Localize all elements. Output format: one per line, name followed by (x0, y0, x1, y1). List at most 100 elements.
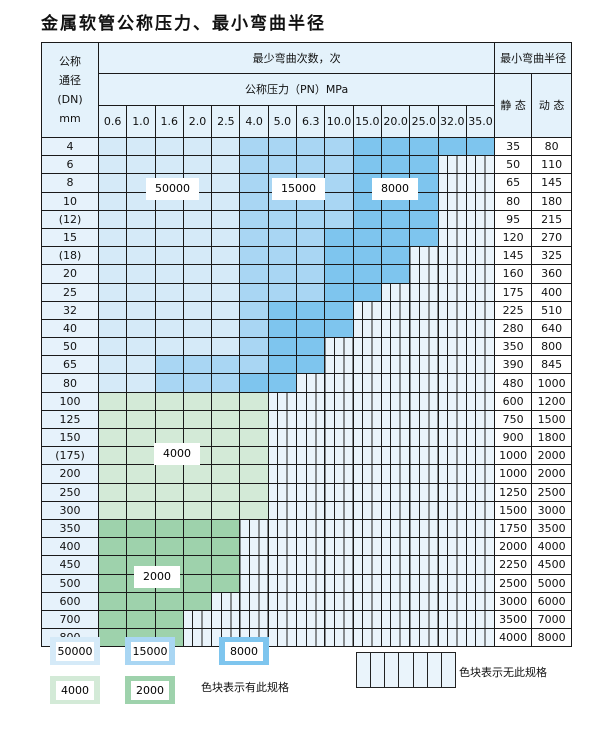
spec-cell-g1 (154, 500, 184, 520)
no-spec-cell (437, 373, 467, 393)
spec-cell-b (239, 355, 269, 375)
no-spec-cell (352, 628, 382, 648)
legend-2000: 2000 (125, 676, 175, 704)
table-row: 25 175 400 (41, 282, 573, 302)
spec-cell-g1 (126, 427, 156, 448)
no-spec-cell (437, 264, 467, 284)
spec-cell-a (154, 246, 184, 266)
pressure-col-header: 25.0 (409, 105, 439, 138)
spec-cell-a (211, 300, 241, 320)
spec-cell-g2 (182, 591, 213, 611)
no-spec-cell (324, 518, 354, 539)
no-spec-cell (437, 282, 467, 302)
spec-cell-a (97, 246, 128, 266)
static-radius-cell: 280 (494, 318, 533, 339)
no-spec-cell (324, 609, 354, 630)
dynamic-radius-cell: 800 (531, 337, 573, 357)
static-radius-cell: 1000 (494, 446, 533, 466)
spec-cell-b (182, 355, 213, 375)
spec-cell-b (324, 191, 354, 211)
dn-cell: (175) (41, 446, 99, 466)
no-spec-cell (211, 609, 241, 630)
region-label-15000: 15000 (272, 178, 325, 200)
spec-cell-a (126, 264, 156, 284)
no-spec-cell (465, 446, 496, 466)
dn-cell: 150 (41, 427, 99, 448)
spec-cell-g2 (97, 591, 128, 611)
spec-cell-g2 (211, 518, 241, 539)
spec-cell-g1 (126, 446, 156, 466)
spec-cell-b (324, 173, 354, 193)
no-spec-cell (267, 409, 298, 430)
no-spec-cell (465, 155, 496, 175)
no-spec-cell (465, 518, 496, 539)
spec-cell-a (97, 282, 128, 302)
no-spec-cell (380, 609, 411, 630)
no-spec-cell (324, 446, 354, 466)
spec-cell-b (267, 282, 298, 302)
no-spec-cell (465, 537, 496, 557)
spec-cell-a (182, 136, 213, 157)
table-row: 600 3000 6000 (41, 591, 573, 611)
no-spec-cell (380, 537, 411, 557)
spec-cell-a (154, 264, 184, 284)
spec-cell-c (324, 318, 354, 339)
dynamic-radius-cell: 4500 (531, 555, 573, 575)
spec-cell-a (97, 318, 128, 339)
no-spec-cell (296, 518, 326, 539)
spec-cell-a (182, 246, 213, 266)
dn-cell: 8 (41, 173, 99, 193)
no-spec-cell (437, 573, 467, 593)
no-spec-cell (465, 555, 496, 575)
table-row: 200 1000 2000 (41, 464, 573, 484)
no-spec-cell (437, 628, 467, 648)
table-row: (18) 145 325 (41, 246, 573, 266)
spec-cell-c (352, 209, 382, 229)
spec-cell-a (97, 191, 128, 211)
no-spec-cell (324, 391, 354, 411)
legend-hatch-swatch (356, 652, 456, 688)
no-spec-cell (324, 409, 354, 430)
static-radius-cell: 2250 (494, 555, 533, 575)
region-label-50000: 50000 (146, 178, 199, 200)
no-spec-cell (409, 446, 439, 466)
dn-cell: 80 (41, 373, 99, 393)
dynamic-radius-cell: 145 (531, 173, 573, 193)
dn-cell: 500 (41, 573, 99, 593)
no-spec-cell (352, 537, 382, 557)
dn-cell: 200 (41, 464, 99, 484)
dn-cell: 40 (41, 318, 99, 339)
spec-cell-b (296, 209, 326, 229)
spec-cell-g1 (154, 464, 184, 484)
no-spec-cell (380, 482, 411, 502)
spec-cell-c (324, 246, 354, 266)
spec-cell-c (380, 227, 411, 248)
spec-cell-g1 (126, 482, 156, 502)
no-spec-cell (409, 518, 439, 539)
dynamic-radius-cell: 7000 (531, 609, 573, 630)
spec-cell-c (296, 300, 326, 320)
no-spec-cell (465, 482, 496, 502)
no-spec-cell (324, 427, 354, 448)
no-spec-cell (437, 191, 467, 211)
dn-cell: (18) (41, 246, 99, 266)
no-spec-cell (267, 482, 298, 502)
spec-cell-g2 (126, 537, 156, 557)
no-spec-cell (465, 391, 496, 411)
pressure-col-header: 1.0 (126, 105, 156, 138)
spec-cell-a (211, 318, 241, 339)
no-spec-cell (409, 337, 439, 357)
spec-cell-a (97, 264, 128, 284)
spec-cell-c (352, 246, 382, 266)
spec-cell-a (211, 282, 241, 302)
dn-cell: 4 (41, 136, 99, 157)
dynamic-radius-cell: 1800 (531, 427, 573, 448)
pressure-col-header: 10.0 (324, 105, 354, 138)
no-spec-cell (465, 373, 496, 393)
spec-cell-b (324, 209, 354, 229)
pressure-col-header: 4.0 (239, 105, 269, 138)
static-radius-cell: 600 (494, 391, 533, 411)
static-radius-cell: 1000 (494, 464, 533, 484)
no-spec-cell (324, 482, 354, 502)
pressure-col-header: 0.6 (97, 105, 128, 138)
